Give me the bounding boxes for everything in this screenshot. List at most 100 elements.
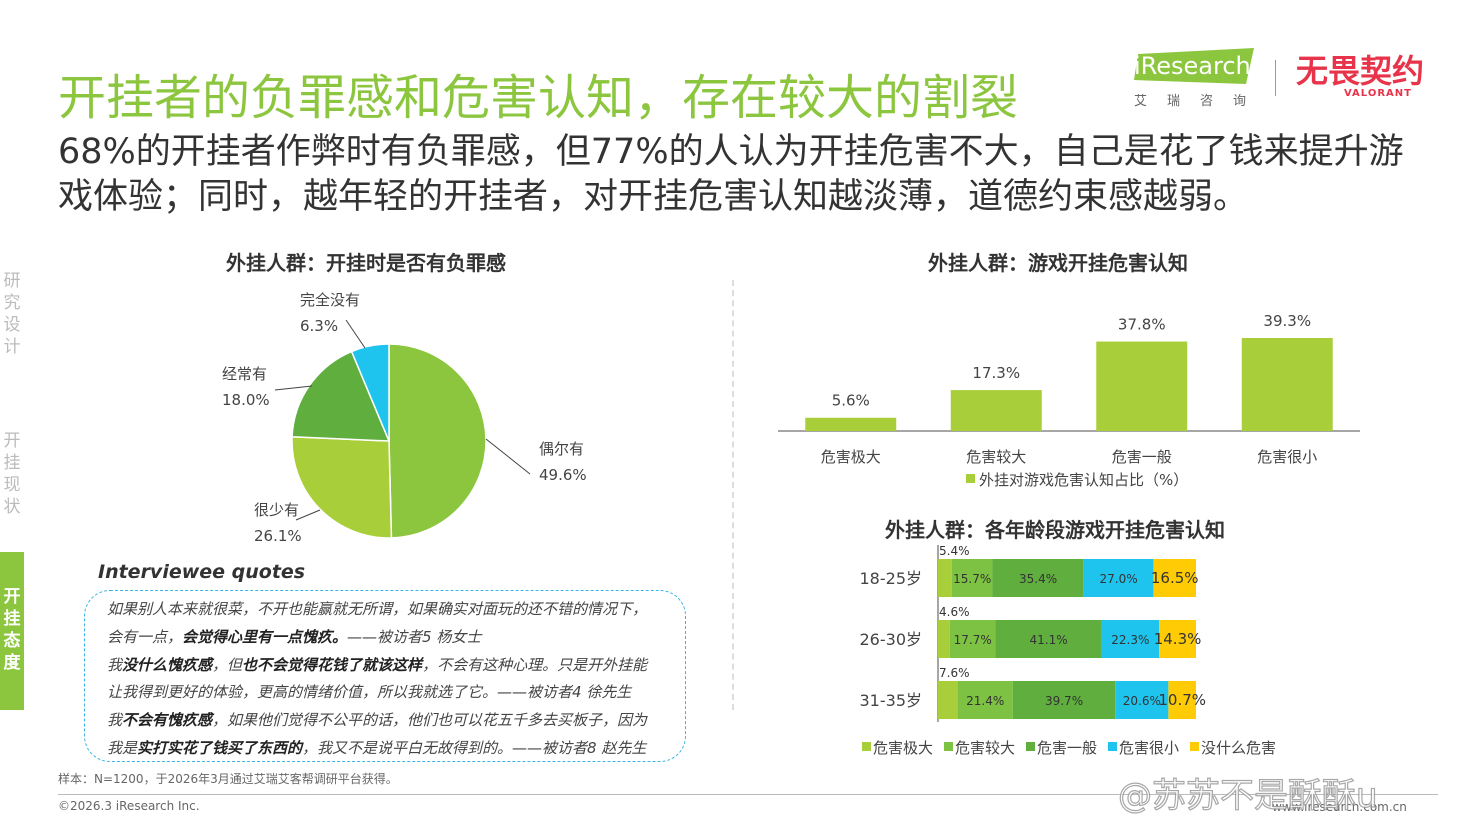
footer-divider bbox=[58, 794, 1438, 795]
stacked-category-label-0: 18-25岁 bbox=[860, 569, 923, 588]
quote-text: ，不会有这种心理。只是开外挂能 bbox=[422, 656, 648, 674]
bar-value-label-3: 39.3% bbox=[1263, 312, 1311, 330]
quote-emphasis: 会觉得心里有一点愧疚。 bbox=[182, 628, 348, 646]
quotes-box bbox=[84, 590, 686, 762]
stacked-chart-title: 外挂人群：各年龄段游戏开挂危害认知 bbox=[885, 518, 1225, 542]
bar-value-label-1: 17.3% bbox=[972, 364, 1020, 382]
stacked-segment-2-4 bbox=[1168, 681, 1196, 719]
stacked-segment-1-1 bbox=[949, 620, 996, 658]
stacked-value-label-2-4: 10.7% bbox=[1158, 691, 1206, 709]
pie-label-sometimes-name: 偶尔有 bbox=[539, 440, 585, 458]
bar-category-label-1: 危害较大 bbox=[966, 448, 1026, 466]
quote-text: 我 bbox=[107, 711, 123, 729]
stacked-segment-1-3 bbox=[1101, 620, 1160, 658]
stacked-legend-swatch-1 bbox=[944, 742, 953, 751]
bar-0 bbox=[805, 417, 897, 431]
sidenav-item-research-design[interactable]: 研究设计 bbox=[3, 271, 21, 357]
stacked-value-label-0-3: 27.0% bbox=[1100, 572, 1138, 586]
pie-label-often-value: 18.0% bbox=[222, 391, 270, 409]
bar-1 bbox=[950, 390, 1042, 431]
stacked-value-label-2-0: 7.6% bbox=[939, 666, 970, 680]
stacked-segment-2-3 bbox=[1115, 681, 1169, 719]
bar-category-label-2: 危害一般 bbox=[1112, 448, 1172, 466]
bar-3 bbox=[1241, 338, 1333, 431]
bar-value-label-0: 5.6% bbox=[832, 392, 870, 410]
quote-text: 会有一点， bbox=[107, 628, 183, 646]
pie-label-often-name: 经常有 bbox=[222, 365, 268, 383]
site-url: www.iresearch.com.cn bbox=[1272, 800, 1407, 814]
quote-emphasis: 没什么愧疚感 bbox=[122, 656, 213, 674]
stacked-segment-0-1 bbox=[951, 559, 993, 597]
stacked-legend-swatch-4 bbox=[1190, 742, 1199, 751]
pie-leader-line-0 bbox=[485, 438, 531, 475]
quote-emphasis: 不会有愧疚感 bbox=[122, 711, 213, 729]
bar-chart-title: 外挂人群：游戏开挂危害认知 bbox=[928, 251, 1188, 275]
quote-text: ，如果他们觉得不公平的话，他们也可以花五千多去买板子，因为 bbox=[212, 711, 648, 729]
pie-label-often: 经常有 18.0% bbox=[222, 361, 270, 413]
sidenav-item-attitude[interactable]: 开挂态度 bbox=[0, 552, 24, 710]
pie-slice-3 bbox=[350, 343, 390, 442]
stacked-category-label-2: 31-35岁 bbox=[860, 691, 923, 710]
copyright: ©2026.3 iResearch Inc. bbox=[58, 799, 200, 813]
stacked-legend-label-4: 没什么危害 bbox=[1201, 739, 1276, 757]
stacked-value-label-0-2: 35.4% bbox=[1019, 572, 1057, 586]
page-title: 开挂者的负罪感和危害认知，存在较大的割裂 bbox=[58, 70, 1019, 126]
quote-line: 我不会有愧疚感，如果他们觉得不公平的话，他们也可以花五千多去买板子，因为 bbox=[107, 709, 647, 730]
stacked-segment-0-2 bbox=[992, 559, 1084, 597]
quote-text: 如果别人本来就很菜，不开也能赢就无所谓，如果确实对面玩的还不错的情况下， bbox=[107, 600, 648, 618]
stacked-value-label-2-2: 39.7% bbox=[1045, 694, 1083, 708]
pie-label-none: 完全没有 6.3% bbox=[300, 287, 360, 339]
stacked-value-label-2-3: 20.6% bbox=[1123, 694, 1161, 708]
bar-category-label-3: 危害很小 bbox=[1257, 448, 1317, 466]
valorant-logo-subtext: VALORANT bbox=[1344, 88, 1412, 99]
stacked-value-label-1-2: 41.1% bbox=[1029, 633, 1067, 647]
stacked-legend-swatch-0 bbox=[862, 742, 871, 751]
stacked-segment-0-4 bbox=[1153, 559, 1196, 597]
quote-text: ——被访者5 杨女士 bbox=[347, 628, 482, 646]
stacked-segment-2-1 bbox=[957, 681, 1013, 719]
pie-label-none-name: 完全没有 bbox=[300, 291, 361, 309]
pie-label-rarely: 很少有 26.1% bbox=[254, 497, 302, 549]
stacked-segment-1-0 bbox=[938, 620, 950, 658]
stacked-legend-label-0: 危害极大 bbox=[873, 739, 933, 757]
pie-label-sometimes-value: 49.6% bbox=[539, 466, 587, 484]
quote-line: 让我得到更好的体验，更高的情绪价值，所以我就选了它。——被访者4 徐先生 bbox=[107, 681, 631, 702]
logo-divider bbox=[1275, 60, 1276, 96]
stacked-value-label-1-1: 17.7% bbox=[954, 633, 992, 647]
sidenav-item-status[interactable]: 开挂现状 bbox=[3, 431, 21, 517]
watermark: @苏苏不是酥酥u bbox=[1117, 775, 1378, 816]
bar-value-label-2: 37.8% bbox=[1118, 316, 1166, 334]
quote-text: 让我得到更好的体验，更高的情绪价值，所以我就选了它。——被访者4 徐先生 bbox=[107, 683, 632, 701]
quote-emphasis: 也不会觉得花钱了就该这样 bbox=[242, 656, 423, 674]
quote-emphasis: 实打实花了钱买了东西的 bbox=[137, 739, 303, 757]
quote-text: ，我又不是说平白无故得到的。——被访者8 赵先生 bbox=[302, 739, 647, 757]
pie-slice-1 bbox=[291, 435, 393, 539]
pie-chart-title: 外挂人群：开挂时是否有负罪感 bbox=[226, 251, 506, 275]
stacked-value-label-0-4: 16.5% bbox=[1151, 569, 1199, 587]
quote-line: 如果别人本来就很菜，不开也能赢就无所谓，如果确实对面玩的还不错的情况下， bbox=[107, 598, 647, 619]
stacked-value-label-1-0: 4.6% bbox=[939, 605, 970, 619]
iresearch-logo-subtext: 艾瑞咨询 bbox=[1134, 94, 1267, 109]
pie-label-rarely-name: 很少有 bbox=[254, 501, 300, 519]
stacked-value-label-1-4: 14.3% bbox=[1154, 630, 1202, 648]
section-divider bbox=[732, 280, 734, 710]
bar-legend-swatch bbox=[966, 474, 975, 483]
stacked-value-label-2-1: 21.4% bbox=[966, 694, 1004, 708]
pie-label-sometimes: 偶尔有 49.6% bbox=[539, 436, 587, 488]
stacked-segment-0-3 bbox=[1083, 559, 1154, 597]
pie-leader-line-2 bbox=[274, 385, 313, 391]
quote-text: ，但 bbox=[212, 656, 243, 674]
quotes-title: Interviewee quotes bbox=[98, 561, 306, 583]
valorant-logo-text: 无畏契约 bbox=[1296, 52, 1425, 90]
stacked-segment-1-4 bbox=[1159, 620, 1196, 658]
pie-label-none-value: 6.3% bbox=[300, 317, 339, 335]
iresearch-logo bbox=[1134, 48, 1254, 84]
bar-legend-label: 外挂对游戏危害认知占比（%） bbox=[979, 471, 1188, 489]
stacked-segment-0-0 bbox=[938, 559, 952, 597]
stacked-legend-swatch-2 bbox=[1026, 742, 1035, 751]
stacked-legend-label-3: 危害很小 bbox=[1119, 739, 1179, 757]
stacked-value-label-1-3: 22.3% bbox=[1111, 633, 1149, 647]
quote-line: 会有一点，会觉得心里有一点愧疚。——被访者5 杨女士 bbox=[107, 626, 481, 647]
stacked-category-label-1: 26-30岁 bbox=[860, 630, 923, 649]
stacked-value-label-0-1: 15.7% bbox=[953, 572, 991, 586]
